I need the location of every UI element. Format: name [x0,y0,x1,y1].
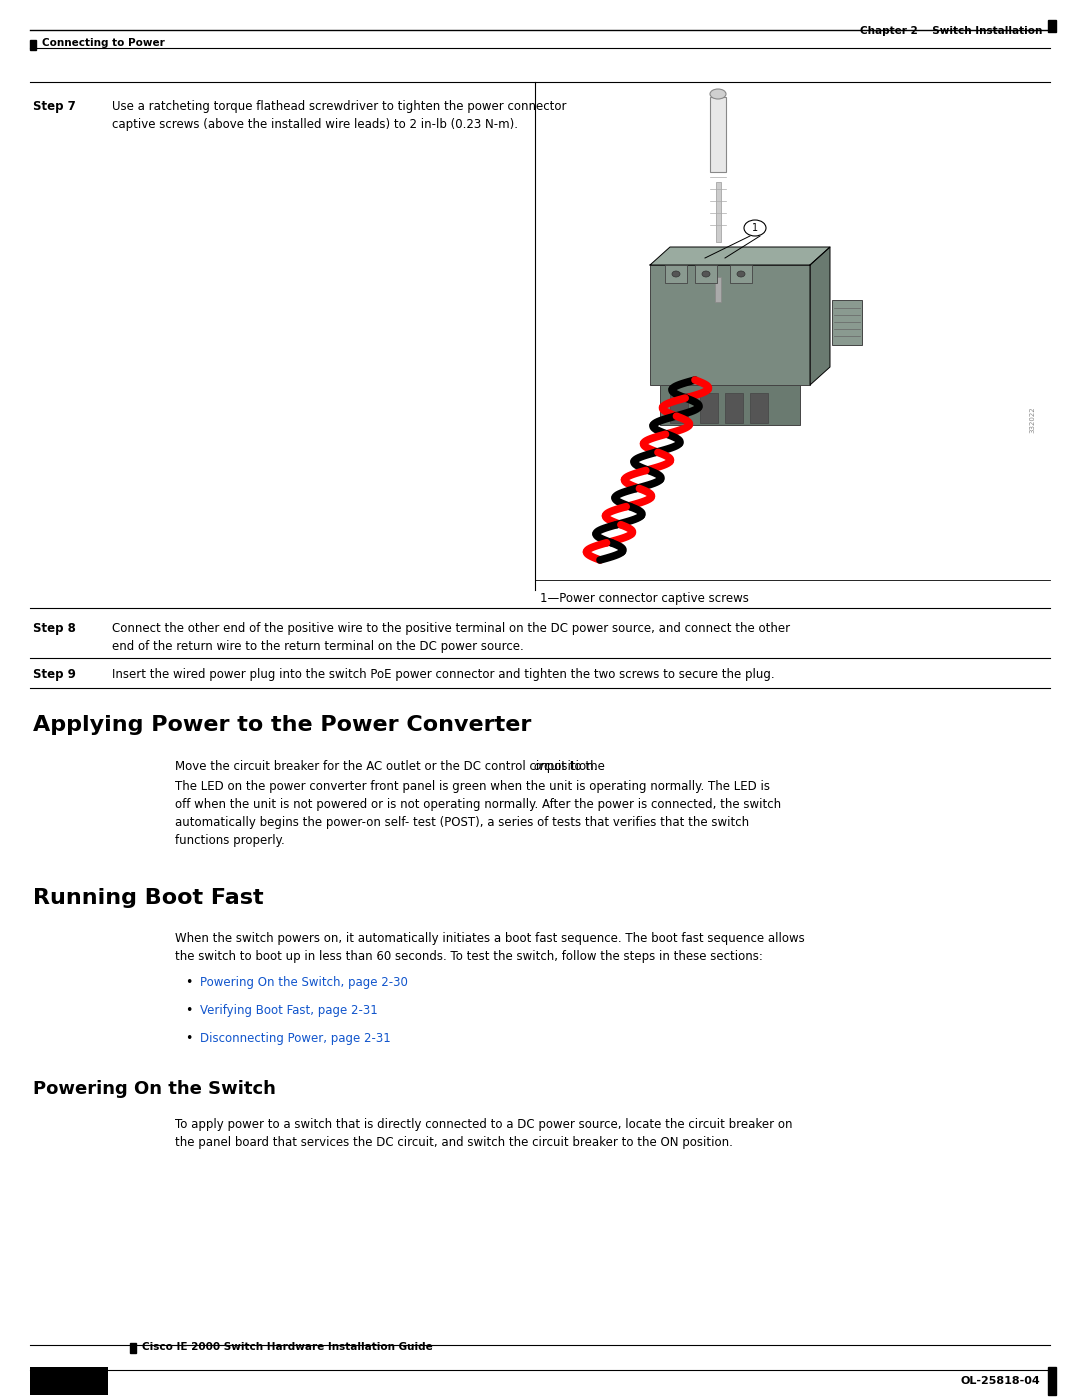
Text: Applying Power to the Power Converter: Applying Power to the Power Converter [33,715,531,735]
Text: Chapter 2    Switch Installation: Chapter 2 Switch Installation [860,27,1042,36]
Bar [670,393,688,423]
Text: automatically begins the power-on self- test (POST), a series of tests that veri: automatically begins the power-on self- … [175,816,750,828]
Bar [130,1343,136,1354]
Text: 2-30: 2-30 [52,1375,86,1389]
Text: •: • [185,977,192,989]
Bar [710,96,726,172]
Text: Connecting to Power: Connecting to Power [42,38,165,47]
Polygon shape [650,247,831,265]
Bar [1048,20,1056,32]
Text: the panel board that services the DC circuit, and switch the circuit breaker to : the panel board that services the DC cir… [175,1136,733,1148]
Bar [1048,1368,1056,1396]
Ellipse shape [744,219,766,236]
Bar [700,393,718,423]
Text: 332022: 332022 [1029,407,1035,433]
Text: end of the return wire to the return terminal on the DC power source.: end of the return wire to the return ter… [112,640,524,652]
Text: on: on [534,760,549,773]
Text: Step 9: Step 9 [33,668,76,680]
Text: the switch to boot up in less than 60 seconds. To test the switch, follow the st: the switch to boot up in less than 60 se… [175,950,762,963]
Text: captive screws (above the installed wire leads) to 2 in-lb (0.23 N-m).: captive screws (above the installed wire… [112,117,518,131]
Ellipse shape [702,271,710,277]
Text: functions properly.: functions properly. [175,834,285,847]
Text: Powering On the Switch: Powering On the Switch [33,1080,275,1098]
Text: Step 8: Step 8 [33,622,76,636]
Text: Connect the other end of the positive wire to the positive terminal on the DC po: Connect the other end of the positive wi… [112,622,791,636]
Bar [730,265,752,284]
Text: Disconnecting Power, page 2-31: Disconnecting Power, page 2-31 [200,1032,391,1045]
Text: Move the circuit breaker for the AC outlet or the DC control circuit to the: Move the circuit breaker for the AC outl… [175,760,609,773]
Text: position.: position. [543,760,597,773]
Text: Insert the wired power plug into the switch PoE power connector and tighten the : Insert the wired power plug into the swi… [112,668,774,680]
Text: off when the unit is not powered or is not operating normally. After the power i: off when the unit is not powered or is n… [175,798,781,812]
Bar [30,41,36,50]
Bar [665,265,687,284]
Text: Cisco IE 2000 Switch Hardware Installation Guide: Cisco IE 2000 Switch Hardware Installati… [141,1343,433,1352]
Text: 1—Power connector captive screws: 1—Power connector captive screws [540,592,748,605]
Text: Powering On the Switch, page 2-30: Powering On the Switch, page 2-30 [200,977,408,989]
Text: Verifying Boot Fast, page 2-31: Verifying Boot Fast, page 2-31 [200,1004,378,1017]
Ellipse shape [672,271,680,277]
Text: The LED on the power converter front panel is green when the unit is operating n: The LED on the power converter front pan… [175,780,770,793]
Bar [750,393,768,423]
Ellipse shape [737,271,745,277]
Text: 1: 1 [752,224,758,233]
Ellipse shape [710,89,726,99]
Bar [650,265,810,386]
Polygon shape [810,247,831,386]
Bar [696,265,717,284]
Bar [660,386,800,425]
Text: •: • [185,1032,192,1045]
Text: OL-25818-04: OL-25818-04 [960,1376,1040,1386]
Text: When the switch powers on, it automatically initiates a boot fast sequence. The : When the switch powers on, it automatica… [175,932,805,944]
Text: Step 7: Step 7 [33,101,76,113]
Text: Use a ratcheting torque flathead screwdriver to tighten the power connector: Use a ratcheting torque flathead screwdr… [112,101,567,113]
Bar [715,277,721,302]
Text: To apply power to a switch that is directly connected to a DC power source, loca: To apply power to a switch that is direc… [175,1118,793,1132]
Bar [715,182,720,242]
Bar [832,300,862,345]
Bar [30,1368,108,1396]
Text: Running Boot Fast: Running Boot Fast [33,888,264,908]
Text: •: • [185,1004,192,1017]
Bar [725,393,743,423]
